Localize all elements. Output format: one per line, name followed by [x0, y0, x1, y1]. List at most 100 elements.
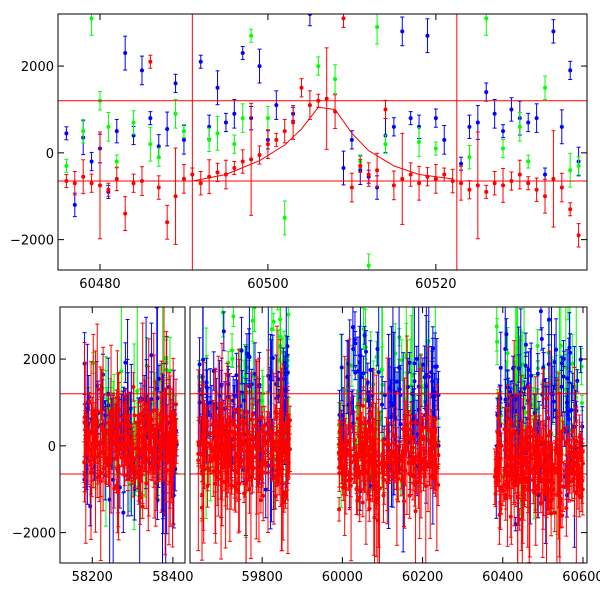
- top-red-point-marker: [568, 207, 573, 212]
- bottom-blue-point-marker: [247, 384, 252, 389]
- bottom-red-point-marker: [140, 411, 145, 416]
- top-red-point-marker: [358, 163, 363, 168]
- top-green-point: [383, 134, 388, 154]
- top-green-point: [333, 64, 338, 94]
- top-red-point-marker: [198, 181, 203, 186]
- bottom-red-point-marker: [211, 429, 216, 434]
- bottom-red-point: [122, 465, 127, 487]
- bottom-red-point: [114, 478, 119, 494]
- top-red-point-marker: [299, 85, 304, 90]
- top-blue-point: [240, 46, 245, 61]
- top-red-point-marker: [81, 174, 86, 179]
- top-green-point-marker: [467, 155, 472, 160]
- bottom-red-point: [213, 371, 218, 544]
- bottom-plot-area: [60, 307, 185, 563]
- bottom-red-point-marker: [116, 488, 121, 493]
- bottom-red-point-marker: [170, 410, 175, 415]
- top-blue-point-marker: [240, 51, 245, 56]
- bottom-green-point-marker: [252, 292, 256, 296]
- top-blue-point: [232, 98, 237, 129]
- top-green-point-marker: [232, 142, 237, 147]
- bottom-red-point-marker: [249, 417, 254, 422]
- bottom-red-point-marker: [83, 437, 88, 442]
- bottom-red-point: [150, 449, 155, 482]
- bottom-red-point-marker: [254, 438, 259, 443]
- top-red-point: [148, 54, 153, 69]
- bottom-red-point: [141, 437, 146, 476]
- bottom-red-point-marker: [215, 475, 220, 480]
- top-red-point: [274, 132, 279, 147]
- top-red-point-marker: [123, 211, 128, 216]
- top-red-point-marker: [517, 172, 522, 177]
- top-red-point-marker: [257, 153, 262, 158]
- top-red-point: [391, 170, 396, 201]
- bottom-red-point-marker: [146, 425, 151, 430]
- bottom-blue-point-marker: [123, 360, 128, 365]
- bottom-red-point: [205, 406, 210, 436]
- top-blue-point: [501, 124, 506, 139]
- bottom-red-point-marker: [95, 408, 100, 413]
- bottom-red-point-marker: [278, 434, 283, 439]
- top-red-point: [131, 173, 136, 193]
- top-green-point: [249, 28, 254, 43]
- top-blue-point-marker: [173, 81, 178, 86]
- top-green-point-marker: [156, 155, 161, 160]
- top-red-point: [165, 204, 170, 240]
- bottom-red-point-marker: [144, 415, 149, 420]
- bottom-red-point-marker: [205, 484, 210, 489]
- x-tick-label: 58200: [72, 570, 113, 585]
- top-red-point-marker: [265, 142, 270, 147]
- top-red-point-marker: [559, 185, 564, 190]
- bottom-red-point-marker: [126, 434, 131, 439]
- top-red-point: [442, 167, 447, 182]
- top-red-point-marker: [576, 233, 581, 238]
- top-green-point: [543, 75, 548, 100]
- bottom-red-point: [217, 443, 222, 460]
- bottom-red-point: [283, 481, 288, 504]
- top-green-point-marker: [265, 116, 270, 121]
- top-blue-point-marker: [274, 103, 279, 108]
- top-red-point: [232, 161, 237, 176]
- top-plot-area: [58, 14, 587, 270]
- top-red-point: [433, 164, 438, 194]
- bottom-red-point-marker: [151, 408, 156, 413]
- top-red-point: [181, 164, 186, 194]
- bottom-green-point-marker: [269, 327, 274, 332]
- top-blue-point: [89, 151, 94, 172]
- top-green-point-marker: [375, 25, 380, 30]
- top-green-point: [173, 98, 178, 129]
- top-green-point: [467, 144, 472, 170]
- top-green-point: [215, 115, 220, 151]
- top-blue-point-marker: [501, 129, 506, 134]
- bottom-red-point: [256, 357, 261, 543]
- bottom-red-point-marker: [271, 476, 276, 481]
- top-blue-point-marker: [232, 111, 237, 116]
- top-blue-point: [139, 55, 144, 86]
- bottom-red-point-marker: [132, 413, 137, 418]
- bottom-red-point: [227, 416, 232, 467]
- top-red-point: [89, 173, 94, 193]
- bottom-red-point-marker: [144, 481, 149, 486]
- bottom-red-point-marker: [123, 410, 128, 415]
- top-red-point-marker: [459, 181, 464, 186]
- top-green-point-marker: [240, 116, 245, 121]
- bottom-red-point: [202, 449, 207, 490]
- top-blue-point: [198, 54, 203, 69]
- bottom-red-point: [131, 459, 136, 479]
- bottom-red-point-marker: [201, 450, 206, 455]
- bottom-red-point-marker: [205, 418, 210, 423]
- top-red-point: [517, 159, 522, 190]
- bottom-red-point-marker: [140, 504, 145, 509]
- top-red-point: [299, 78, 304, 98]
- bottom-red-point: [115, 432, 120, 478]
- bottom-red-point-marker: [235, 470, 240, 475]
- top-red-point: [534, 177, 539, 202]
- top-green-point: [316, 56, 321, 76]
- top-red-point: [501, 167, 506, 203]
- bottom-red-point: [131, 372, 136, 402]
- bottom-red-point-marker: [141, 454, 146, 459]
- top-red-point: [97, 131, 102, 240]
- top-green-point-marker: [215, 131, 220, 136]
- bottom-red-point: [263, 456, 268, 474]
- top-red-point-marker: [282, 129, 287, 134]
